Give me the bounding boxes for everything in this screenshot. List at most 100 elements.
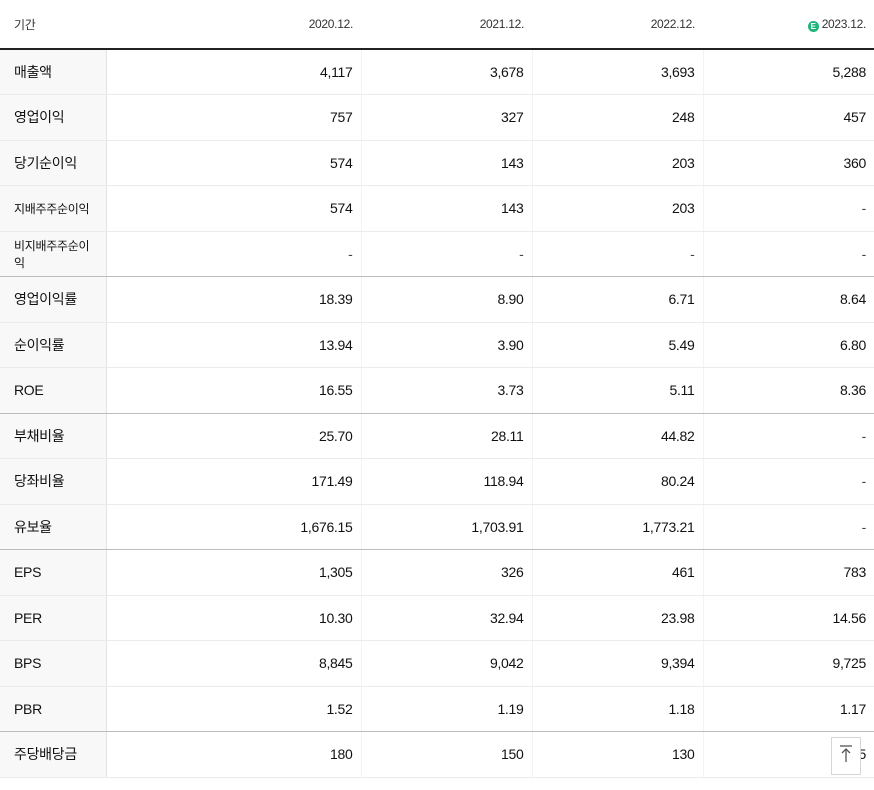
table-cell: 143	[361, 140, 533, 186]
table-cell: 1,703.91	[361, 504, 533, 550]
table-cell: 143	[361, 185, 533, 232]
table-cell: 9,042	[361, 640, 533, 687]
row-label: 비지배주주순이익	[0, 231, 107, 277]
table-cell: 360	[703, 140, 874, 186]
table-cell: 25.70	[106, 413, 362, 459]
table-cell: -	[703, 185, 874, 232]
table-cell: 3,678	[361, 49, 533, 95]
table-row: 당기순이익 574 143 203 360	[0, 140, 874, 186]
table-cell: 757	[106, 94, 362, 141]
table-cell: 457	[703, 94, 874, 141]
table-cell: 461	[532, 549, 704, 596]
table-cell: -	[532, 231, 704, 277]
table-cell: -	[703, 458, 874, 505]
table-cell: 783	[703, 549, 874, 596]
row-label: 매출액	[0, 49, 107, 95]
row-label: 순이익률	[0, 322, 107, 368]
table-cell: 44.82	[532, 413, 704, 459]
table-cell: 171.49	[106, 458, 362, 505]
table-row: 매출액 4,117 3,678 3,693 5,288	[0, 49, 874, 95]
table-cell: 9,725	[703, 640, 874, 687]
row-label: 부채비율	[0, 413, 107, 459]
table-cell: 8.36	[703, 367, 874, 414]
table-cell: 8.90	[361, 276, 533, 323]
table-row: 영업이익 757 327 248 457	[0, 94, 874, 141]
table-row: PBR 1.52 1.19 1.18 1.17	[0, 686, 874, 732]
table-row: 주당배당금 180 150 130 5	[0, 731, 874, 778]
row-label: EPS	[0, 549, 107, 596]
row-label: 유보율	[0, 504, 107, 550]
table-cell: 1,305	[106, 549, 362, 596]
table-cell: 1,676.15	[106, 504, 362, 550]
table-cell: 203	[532, 140, 704, 186]
table-cell: 574	[106, 185, 362, 232]
table-cell: 1.18	[532, 686, 704, 732]
column-header-2021: 2021.12.	[361, 0, 532, 50]
table-cell: 4,117	[106, 49, 362, 95]
period-header: 기간	[0, 0, 106, 50]
table-cell: 1,773.21	[532, 504, 704, 550]
table-cell: 8,845	[106, 640, 362, 687]
table-cell: -	[703, 413, 874, 459]
arrow-up-icon	[839, 744, 853, 768]
row-label: 영업이익	[0, 94, 107, 141]
table-cell: 9,394	[532, 640, 704, 687]
table-row: BPS 8,845 9,042 9,394 9,725	[0, 640, 874, 687]
table-cell: 326	[361, 549, 533, 596]
table-cell: 5.11	[532, 367, 704, 414]
table-cell: 6.71	[532, 276, 704, 323]
scroll-top-button[interactable]	[831, 737, 861, 775]
table-cell: 10.30	[106, 595, 362, 641]
row-label: 지배주주순이익	[0, 185, 107, 232]
table-cell: 1.52	[106, 686, 362, 732]
table-cell: 180	[106, 731, 362, 778]
table-cell: 23.98	[532, 595, 704, 641]
table-cell: -	[703, 231, 874, 277]
table-row: 비지배주주순이익 - - - -	[0, 231, 874, 277]
table-row: 부채비율 25.70 28.11 44.82-	[0, 413, 874, 459]
row-label: PER	[0, 595, 107, 641]
table-cell: 150	[361, 731, 533, 778]
table-cell: -	[361, 231, 533, 277]
table-cell: 248	[532, 94, 704, 141]
row-label: ROE	[0, 367, 107, 414]
table-cell: 3.90	[361, 322, 533, 368]
table-cell: 28.11	[361, 413, 533, 459]
table-cell: 5,288	[703, 49, 874, 95]
table-cell: 574	[106, 140, 362, 186]
table-row: 영업이익률 18.39 8.90 6.71 8.64	[0, 276, 874, 323]
table-cell: 203	[532, 185, 704, 232]
table-body: 매출액 4,117 3,678 3,693 5,288 영업이익 757 327 248 457 당…	[0, 49, 874, 778]
table-cell: 3.73	[361, 367, 533, 414]
table-cell: -	[703, 504, 874, 550]
table-cell: 16.55	[106, 367, 362, 414]
table-row: 당좌비율 171.49 118.94 80.24-	[0, 458, 874, 505]
table-cell: 8.64	[703, 276, 874, 323]
table-cell: 5.49	[532, 322, 704, 368]
table-cell: 327	[361, 94, 533, 141]
column-header-2023: E 2023.12.	[703, 0, 874, 50]
table-cell: 3,693	[532, 49, 704, 95]
column-header-2020: 2020.12.	[106, 0, 361, 50]
table-row: 순이익률 13.94 3.90 5.49 6.80	[0, 322, 874, 368]
table-cell: 1.19	[361, 686, 533, 732]
table-row: EPS 1,305 326 461 783	[0, 549, 874, 596]
table-row: PER 10.30 32.94 23.98 14.56	[0, 595, 874, 641]
row-label: 영업이익률	[0, 276, 107, 323]
table-cell: 6.80	[703, 322, 874, 368]
table-cell: 130	[532, 731, 704, 778]
table-header-row: 기간 2020.12. 2021.12. 2022.12. E 2023.12.	[0, 0, 874, 50]
row-label: 당좌비율	[0, 458, 107, 505]
estimate-icon: E	[807, 20, 819, 32]
table-cell: 18.39	[106, 276, 362, 323]
column-header-2023-label: 2023.12.	[821, 16, 867, 31]
table-cell: 13.94	[106, 322, 362, 368]
column-header-2022: 2022.12.	[532, 0, 703, 50]
table-row: 지배주주순이익 574 143 203-	[0, 185, 874, 232]
table-cell: 118.94	[361, 458, 533, 505]
table-row: 유보율 1,676.15 1,703.91 1,773.21-	[0, 504, 874, 550]
row-label: BPS	[0, 640, 107, 687]
table-cell: 14.56	[703, 595, 874, 641]
table-cell: 80.24	[532, 458, 704, 505]
